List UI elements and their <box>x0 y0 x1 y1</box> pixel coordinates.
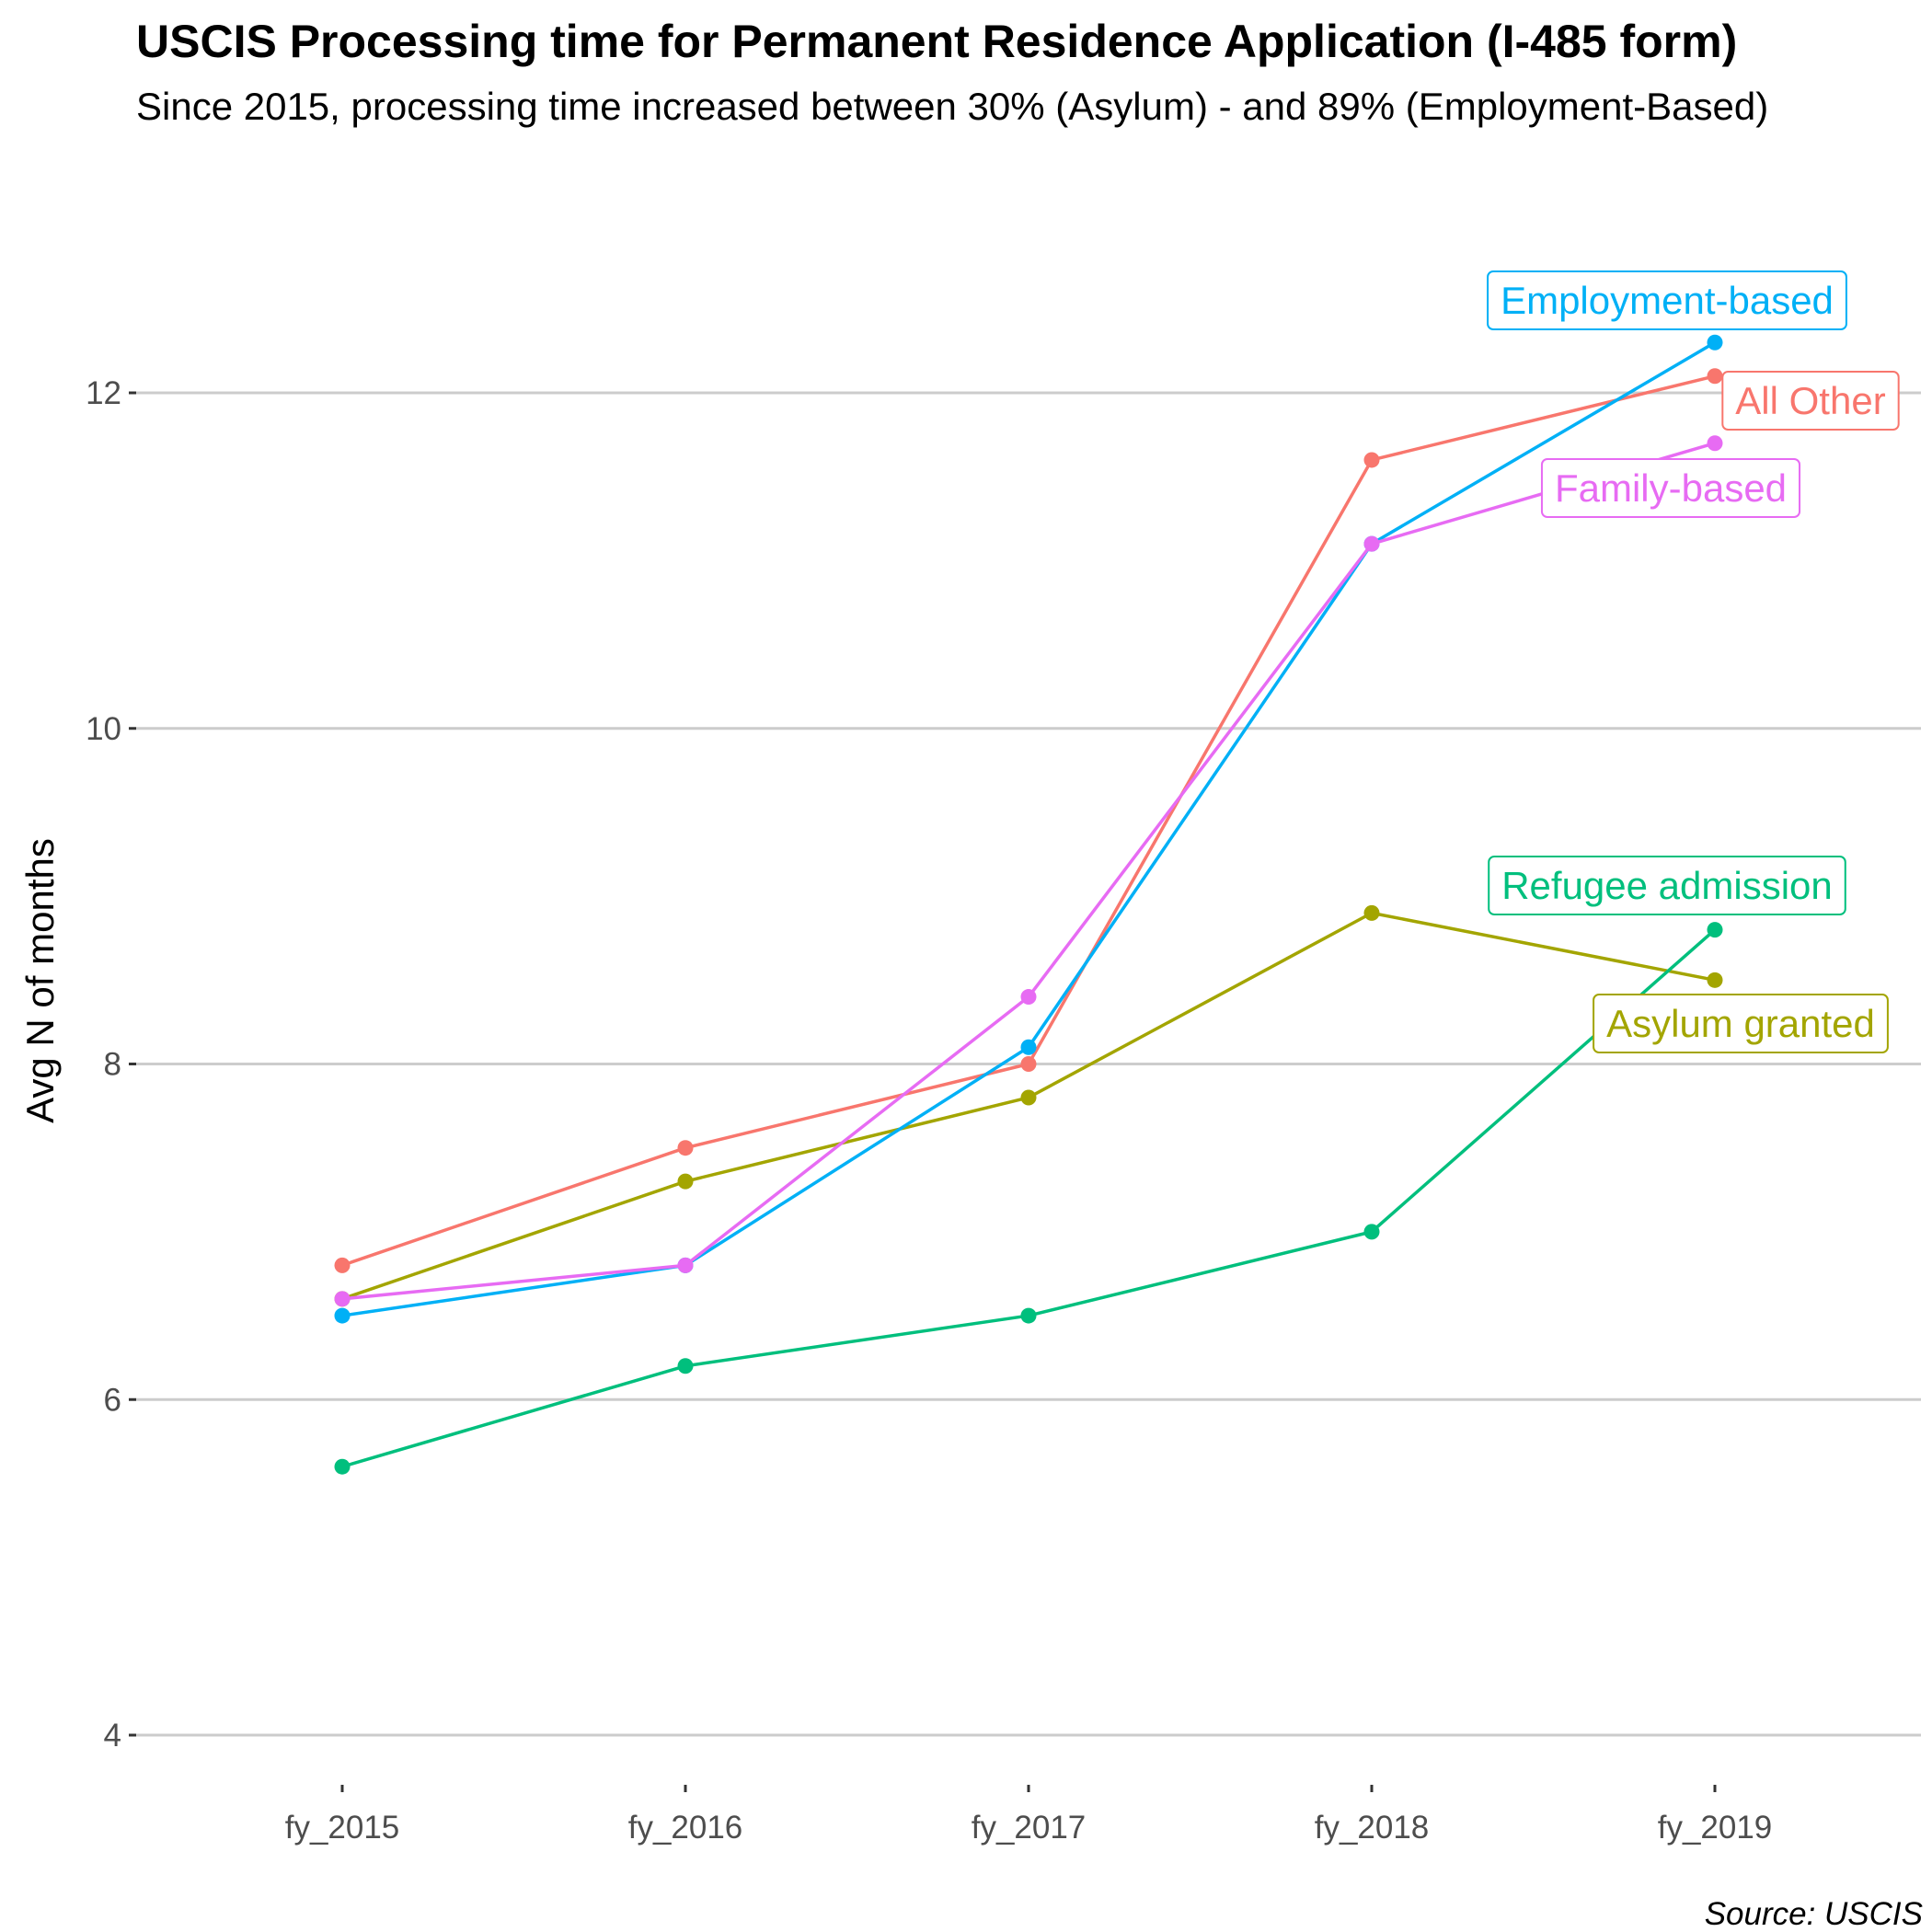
series-label-box <box>1721 371 1900 431</box>
series-label-refugee-admission: Refugee admission <box>1488 856 1846 915</box>
data-point-refugee-admission <box>677 1358 694 1374</box>
series-label-family-based: Family-based <box>1540 458 1801 518</box>
data-point-asylum-granted <box>1707 972 1723 988</box>
data-point-asylum-granted <box>1020 1089 1037 1106</box>
data-point-all-other <box>677 1140 694 1156</box>
series-line-employment-based <box>341 340 1716 1317</box>
axes: 4 6 8 10 12 fy_2015 fy_2016 fy_2017 fy_2018 fy_20… <box>86 375 1772 1846</box>
series-line-asylum-granted <box>341 911 1716 1301</box>
data-point-all-other <box>1707 368 1723 385</box>
chart-title: USCIS Processing time for Permanent Resi… <box>136 16 1737 67</box>
series-label-text: Asylum granted <box>1606 1002 1875 1045</box>
series-label-box <box>1487 270 1847 330</box>
data-point-asylum-granted <box>677 1173 694 1190</box>
data-point-asylum-granted <box>1363 904 1380 921</box>
y-tick-label: 4 <box>104 1718 121 1754</box>
chart-subtitle: Since 2015, processing time increased be… <box>136 85 1768 128</box>
data-point-all-other <box>1363 452 1380 468</box>
data-point-all-other <box>334 1257 351 1273</box>
x-tick-label: fy_2019 <box>1658 1810 1773 1846</box>
y-tick-label: 6 <box>104 1382 121 1418</box>
x-tick-label: fy_2016 <box>628 1810 743 1846</box>
data-point-employment-based <box>334 1307 351 1324</box>
data-point-refugee-admission <box>1020 1307 1037 1324</box>
data-point-family-based <box>1363 535 1380 552</box>
x-tick-label: fy_2017 <box>972 1810 1087 1846</box>
y-tick-label: 8 <box>104 1047 121 1083</box>
y-axis-label: Avg N of months <box>18 838 62 1123</box>
x-tick-label: fy_2018 <box>1315 1810 1430 1846</box>
series-label-text: Family-based <box>1555 466 1787 510</box>
series-label-box <box>1593 994 1889 1053</box>
x-tick-label: fy_2015 <box>285 1810 400 1846</box>
series-label-all-other: All Other <box>1721 371 1900 431</box>
data-point-family-based <box>1020 989 1037 1006</box>
series-label-text: Refugee admission <box>1501 864 1833 907</box>
series-line-refugee-admission <box>341 928 1717 1468</box>
y-tick-label: 10 <box>86 711 121 747</box>
series-label-text: Employment-based <box>1501 279 1834 322</box>
series-label-box <box>1540 458 1801 518</box>
data-point-refugee-admission <box>1707 922 1723 938</box>
data-point-employment-based <box>1020 1039 1037 1055</box>
series-label-box <box>1488 856 1846 915</box>
series-labels: All Other Asylum granted Refugee admission… <box>1487 270 1900 1053</box>
data-point-refugee-admission <box>334 1458 351 1475</box>
source-caption: Source: USCIS <box>1705 1896 1923 1932</box>
data-point-family-based <box>677 1257 694 1273</box>
series-lines <box>334 334 1723 1475</box>
data-point-family-based <box>334 1291 351 1307</box>
data-point-all-other <box>1020 1056 1037 1072</box>
series-label-employment-based: Employment-based <box>1487 270 1847 330</box>
y-tick-label: 12 <box>86 375 121 411</box>
series-label-text: All Other <box>1735 379 1885 422</box>
series-line-all-other <box>341 374 1716 1268</box>
data-point-family-based <box>1707 435 1723 452</box>
series-label-asylum-granted: Asylum granted <box>1593 994 1889 1053</box>
data-point-refugee-admission <box>1363 1224 1380 1240</box>
data-point-employment-based <box>1707 334 1723 351</box>
